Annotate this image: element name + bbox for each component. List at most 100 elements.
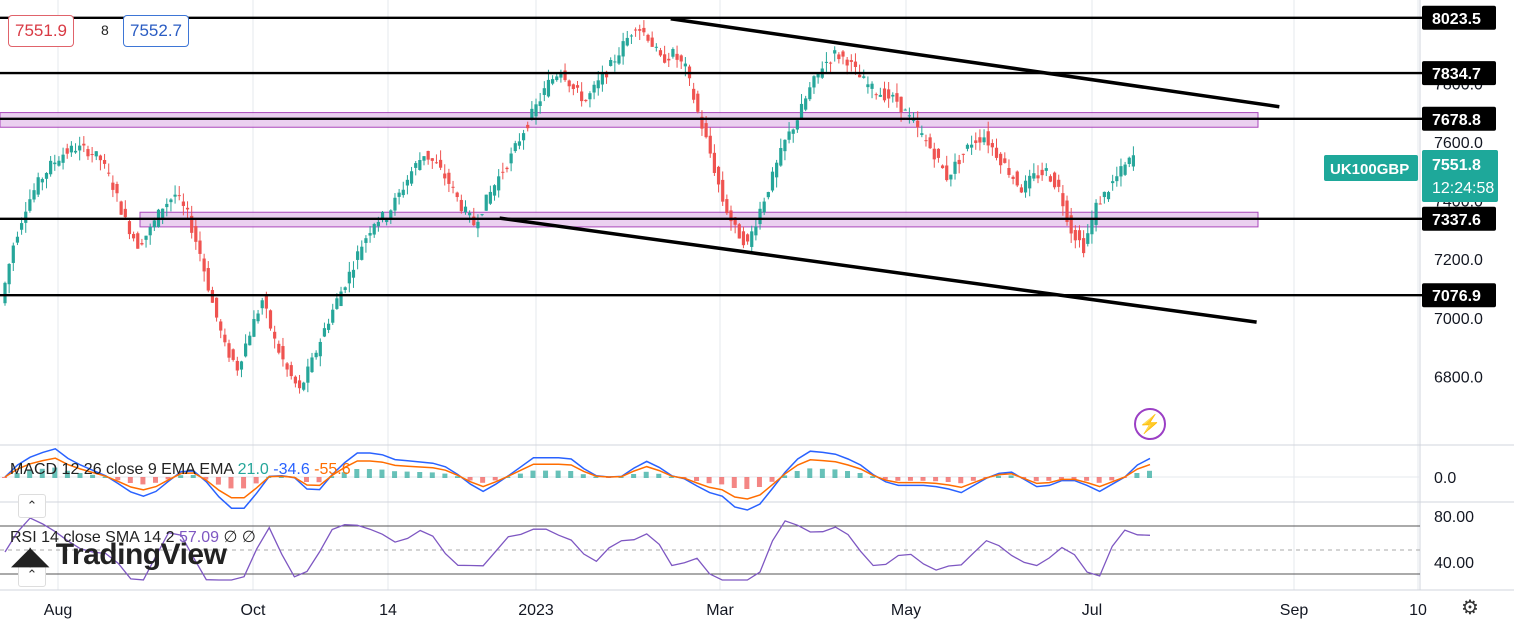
candle-body bbox=[978, 137, 982, 143]
macd-histogram-bar bbox=[731, 477, 737, 488]
candle-body bbox=[194, 226, 198, 242]
candle-body bbox=[78, 145, 82, 151]
candle-body bbox=[650, 37, 654, 47]
lightning-icon[interactable]: ⚡ bbox=[1134, 408, 1166, 440]
candle-body bbox=[696, 93, 700, 112]
x-tick-label: 10 bbox=[1409, 602, 1427, 619]
candle-body bbox=[235, 360, 239, 371]
macd-histogram-bar bbox=[1147, 470, 1152, 478]
candle-body bbox=[219, 321, 223, 331]
macd-histogram-bar bbox=[341, 472, 347, 478]
candle-body bbox=[808, 87, 812, 100]
candle-body bbox=[501, 171, 505, 173]
candle-body bbox=[36, 177, 40, 195]
rsi-collapse-button[interactable]: ⌃ bbox=[18, 563, 46, 587]
candle-body bbox=[356, 251, 360, 260]
candle-body bbox=[671, 49, 675, 57]
candle-body bbox=[198, 240, 202, 254]
candle-body bbox=[683, 63, 687, 67]
candle-body bbox=[53, 162, 57, 165]
candle-body bbox=[766, 192, 770, 198]
candle-body bbox=[405, 179, 410, 186]
candle-body bbox=[239, 361, 244, 370]
macd-histogram-bar bbox=[1084, 477, 1090, 481]
ask-price[interactable]: 7552.7 bbox=[123, 15, 189, 47]
candle-body bbox=[401, 189, 405, 196]
macd-collapse-button[interactable]: ⌃ bbox=[18, 494, 46, 518]
macd-histogram-bar bbox=[782, 475, 788, 478]
candle-body bbox=[484, 194, 488, 211]
candle-body bbox=[102, 159, 107, 164]
candle-body bbox=[521, 133, 526, 141]
candle-body bbox=[986, 131, 990, 146]
macd-histogram-bar bbox=[694, 477, 700, 481]
candle-body bbox=[741, 231, 746, 246]
macd-histogram-bar bbox=[1046, 477, 1052, 481]
candle-body bbox=[468, 212, 472, 216]
candle-body bbox=[679, 55, 683, 62]
macd-histogram-bar bbox=[631, 474, 637, 478]
signal-line bbox=[4, 457, 1151, 500]
x-tick-label: Sep bbox=[1280, 602, 1309, 619]
macd-histogram-bar bbox=[907, 477, 913, 481]
candle-body bbox=[360, 246, 364, 260]
candle-body bbox=[15, 236, 20, 243]
candle-body bbox=[1028, 175, 1032, 189]
candle-body bbox=[61, 154, 65, 163]
candle-body bbox=[1102, 191, 1106, 198]
candle-body bbox=[40, 179, 44, 183]
candle-body bbox=[716, 166, 721, 185]
macd-legend[interactable]: MACD 12 26 close 9 EMA EMA 21.0 -34.6 -5… bbox=[10, 461, 351, 479]
candle-body bbox=[244, 343, 248, 357]
candle-body bbox=[214, 297, 219, 318]
candle-body bbox=[762, 201, 766, 213]
candle-body bbox=[372, 224, 376, 235]
macd-histogram-bar bbox=[203, 477, 209, 480]
candle-body bbox=[173, 194, 177, 197]
level-label: 7076.9 bbox=[1432, 288, 1481, 305]
candle-body bbox=[107, 172, 111, 174]
candle-body bbox=[708, 135, 712, 154]
spread-value: 8 bbox=[101, 22, 109, 38]
candle-body bbox=[1015, 171, 1019, 186]
gear-icon[interactable]: ⚙ bbox=[1461, 597, 1479, 619]
rsi-legend[interactable]: RSI 14 close SMA 14 2 57.09 ∅ ∅ bbox=[10, 527, 256, 547]
rsi-value-1: 57.09 bbox=[178, 529, 220, 546]
candle-body bbox=[824, 61, 829, 63]
candle-body bbox=[380, 211, 385, 219]
candle-body bbox=[916, 120, 920, 128]
candle-body bbox=[1086, 233, 1090, 244]
candle-body bbox=[812, 76, 816, 88]
candle-body bbox=[119, 201, 123, 215]
candle-body bbox=[758, 208, 762, 225]
candle-body bbox=[804, 98, 808, 110]
macd-histogram-bar bbox=[668, 476, 674, 478]
candle-body bbox=[297, 380, 302, 389]
candle-body bbox=[281, 346, 285, 360]
candle-body bbox=[177, 195, 181, 197]
candle-body bbox=[326, 323, 331, 330]
current-price-label: 7551.8 bbox=[1432, 157, 1481, 174]
candle-body bbox=[480, 214, 484, 216]
candle-body bbox=[69, 145, 73, 153]
macd-histogram-bar bbox=[920, 477, 926, 481]
candle-body bbox=[849, 60, 853, 62]
candle-body bbox=[438, 159, 443, 168]
x-tick-label: May bbox=[891, 602, 921, 619]
macd-histogram-bar bbox=[354, 469, 360, 478]
candle-body bbox=[551, 79, 555, 84]
candle-body bbox=[409, 171, 414, 184]
candle-body bbox=[505, 167, 509, 170]
candle-body bbox=[733, 217, 737, 225]
candle-body bbox=[584, 99, 588, 102]
macd-histogram-bar bbox=[178, 475, 184, 478]
macd-histogram-bar bbox=[719, 477, 725, 485]
candle-body bbox=[990, 143, 994, 148]
candle-body bbox=[1131, 155, 1136, 167]
macd-histogram-bar bbox=[882, 477, 888, 480]
candle-body bbox=[1040, 169, 1044, 176]
bid-price[interactable]: 7551.9 bbox=[8, 15, 74, 47]
macd-histogram-bar bbox=[794, 471, 800, 478]
candle-body bbox=[621, 41, 625, 57]
macd-histogram-bar bbox=[593, 476, 599, 478]
